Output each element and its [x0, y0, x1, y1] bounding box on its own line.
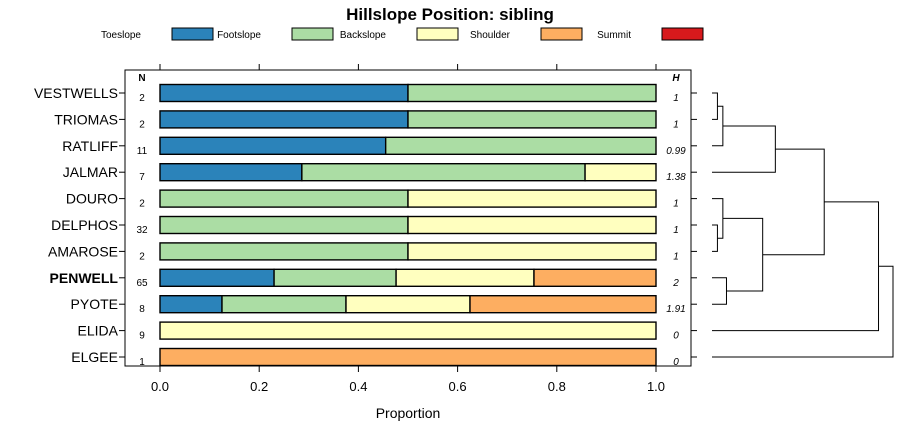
- n-value-jalmar: 7: [139, 172, 145, 183]
- dendrogram-branch: [712, 201, 880, 332]
- x-axis-title: Proportion: [376, 405, 441, 421]
- dendrogram: [712, 92, 894, 358]
- row-label-ratliff: RATLIFF: [62, 138, 118, 154]
- dendrogram-branch: [712, 92, 718, 120]
- legend-label-toeslope: Toeslope: [101, 30, 141, 41]
- h-value-amarose: 1: [673, 251, 679, 262]
- x-tick-label: 0.8: [548, 379, 566, 394]
- n-value-elida: 9: [139, 331, 145, 342]
- x-tick-label: 0.6: [449, 379, 467, 394]
- row-label-penwell: PENWELL: [50, 270, 119, 286]
- legend-label-backslope: Backslope: [340, 30, 387, 41]
- n-value-vestwells: 2: [139, 93, 145, 104]
- h-value-delphos: 1: [673, 225, 679, 236]
- h-value-pyote: 1.91: [666, 304, 685, 315]
- row-label-triomas: TRIOMAS: [54, 111, 118, 127]
- legend-swatch-backslope: [416, 27, 459, 41]
- legend-swatch-shoulder: [540, 27, 583, 41]
- row-label-elida: ELIDA: [78, 323, 119, 339]
- dendrogram-branch: [722, 217, 764, 292]
- h-value-triomas: 1: [673, 119, 679, 130]
- bar-segment-pyote-backslope: [345, 295, 471, 314]
- bar-segment-amarose-footslope: [159, 242, 409, 261]
- bar-segment-triomas-footslope: [407, 110, 657, 129]
- bar-segment-delphos-footslope: [159, 215, 409, 235]
- h-value-ratliff: 0.99: [666, 146, 686, 157]
- n-labels: 2 2 11 7 2 32 2 65 8 9 1: [136, 93, 148, 368]
- bar-segment-pyote-toeslope: [159, 295, 223, 314]
- h-value-elgee: 0: [673, 357, 679, 368]
- n-value-amarose: 2: [139, 251, 145, 262]
- row-label-vestwells: VESTWELLS: [34, 85, 118, 101]
- h-labels: 1 1 0.99 1.38 1 1 1 2 1.91 0 0: [666, 93, 686, 368]
- bar-segment-ratliff-footslope: [384, 136, 657, 156]
- legend-label-shoulder: Shoulder: [470, 30, 511, 41]
- x-tick-label: 0.0: [151, 379, 169, 394]
- row-label-pyote: PYOTE: [71, 296, 118, 312]
- legend-swatch-toeslope: [171, 27, 214, 41]
- bars-group: [159, 83, 657, 367]
- legend: Toeslope Footslope Backslope Shoulder Summit: [101, 27, 704, 41]
- legend-swatch-summit: [661, 27, 704, 41]
- n-value-penwell: 65: [136, 278, 148, 289]
- h-value-douro: 1: [673, 199, 679, 210]
- dendrogram-branch: [712, 265, 894, 358]
- bar-segment-penwell-footslope: [273, 268, 397, 287]
- dendrogram-branch: [712, 125, 776, 173]
- bar-segment-pyote-shoulder: [469, 295, 657, 314]
- bar-segment-delphos-backslope: [407, 215, 657, 235]
- bar-segment-penwell-shoulder: [533, 268, 657, 287]
- bar-segment-penwell-backslope: [395, 268, 535, 287]
- row-label-jalmar: JALMAR: [63, 164, 118, 180]
- x-tick-label: 1.0: [647, 379, 665, 394]
- row-label-delphos: DELPHOS: [51, 217, 118, 233]
- h-value-elida: 0: [673, 331, 679, 342]
- dendrogram-branch: [712, 277, 727, 305]
- n-value-triomas: 2: [139, 119, 145, 130]
- bar-segment-elida-backslope: [159, 321, 657, 340]
- bar-segment-jalmar-toeslope: [159, 162, 303, 182]
- bar-segment-vestwells-toeslope: [159, 83, 409, 103]
- bar-segment-douro-footslope: [159, 189, 409, 208]
- h-value-jalmar: 1.38: [666, 172, 686, 183]
- bar-segment-jalmar-backslope: [584, 162, 657, 182]
- legend-label-footslope: Footslope: [217, 30, 261, 41]
- n-column-header: N: [138, 73, 145, 84]
- row-label-amarose: AMAROSE: [48, 243, 118, 259]
- chart-title: Hillslope Position: sibling: [346, 5, 554, 24]
- bar-segment-penwell-toeslope: [159, 268, 275, 287]
- legend-swatch-footslope: [291, 27, 334, 41]
- row-label-douro: DOURO: [66, 191, 118, 207]
- row-labels: VESTWELLS TRIOMAS RATLIFF JALMAR DOURO DELPHO…: [34, 85, 119, 365]
- bar-segment-vestwells-footslope: [407, 83, 657, 103]
- row-label-elgee: ELGEE: [71, 349, 118, 365]
- dendrogram-branch: [762, 148, 825, 256]
- bar-segment-triomas-toeslope: [159, 110, 409, 129]
- bar-segment-ratliff-toeslope: [159, 136, 387, 156]
- h-column-header: H: [672, 73, 680, 84]
- n-value-douro: 2: [139, 199, 145, 210]
- bar-segment-pyote-footslope: [221, 295, 347, 314]
- bar-segment-elgee-shoulder: [159, 347, 657, 367]
- bar-segment-douro-backslope: [407, 189, 657, 208]
- h-value-penwell: 2: [672, 278, 679, 289]
- n-value-delphos: 32: [136, 225, 148, 236]
- legend-label-summit: Summit: [597, 30, 631, 41]
- n-value-ratliff: 11: [137, 146, 148, 157]
- h-value-vestwells: 1: [673, 93, 679, 104]
- x-tick-label: 0.2: [250, 379, 268, 394]
- n-value-pyote: 8: [139, 304, 145, 315]
- bar-segment-amarose-backslope: [407, 242, 657, 261]
- bar-segment-jalmar-footslope: [301, 162, 586, 182]
- x-tick-label: 0.4: [349, 379, 367, 394]
- dendrogram-branch: [712, 224, 718, 252]
- n-value-elgee: 1: [139, 357, 145, 368]
- axes: 0.0 0.2 0.4 0.6 0.8 1.0: [119, 64, 697, 394]
